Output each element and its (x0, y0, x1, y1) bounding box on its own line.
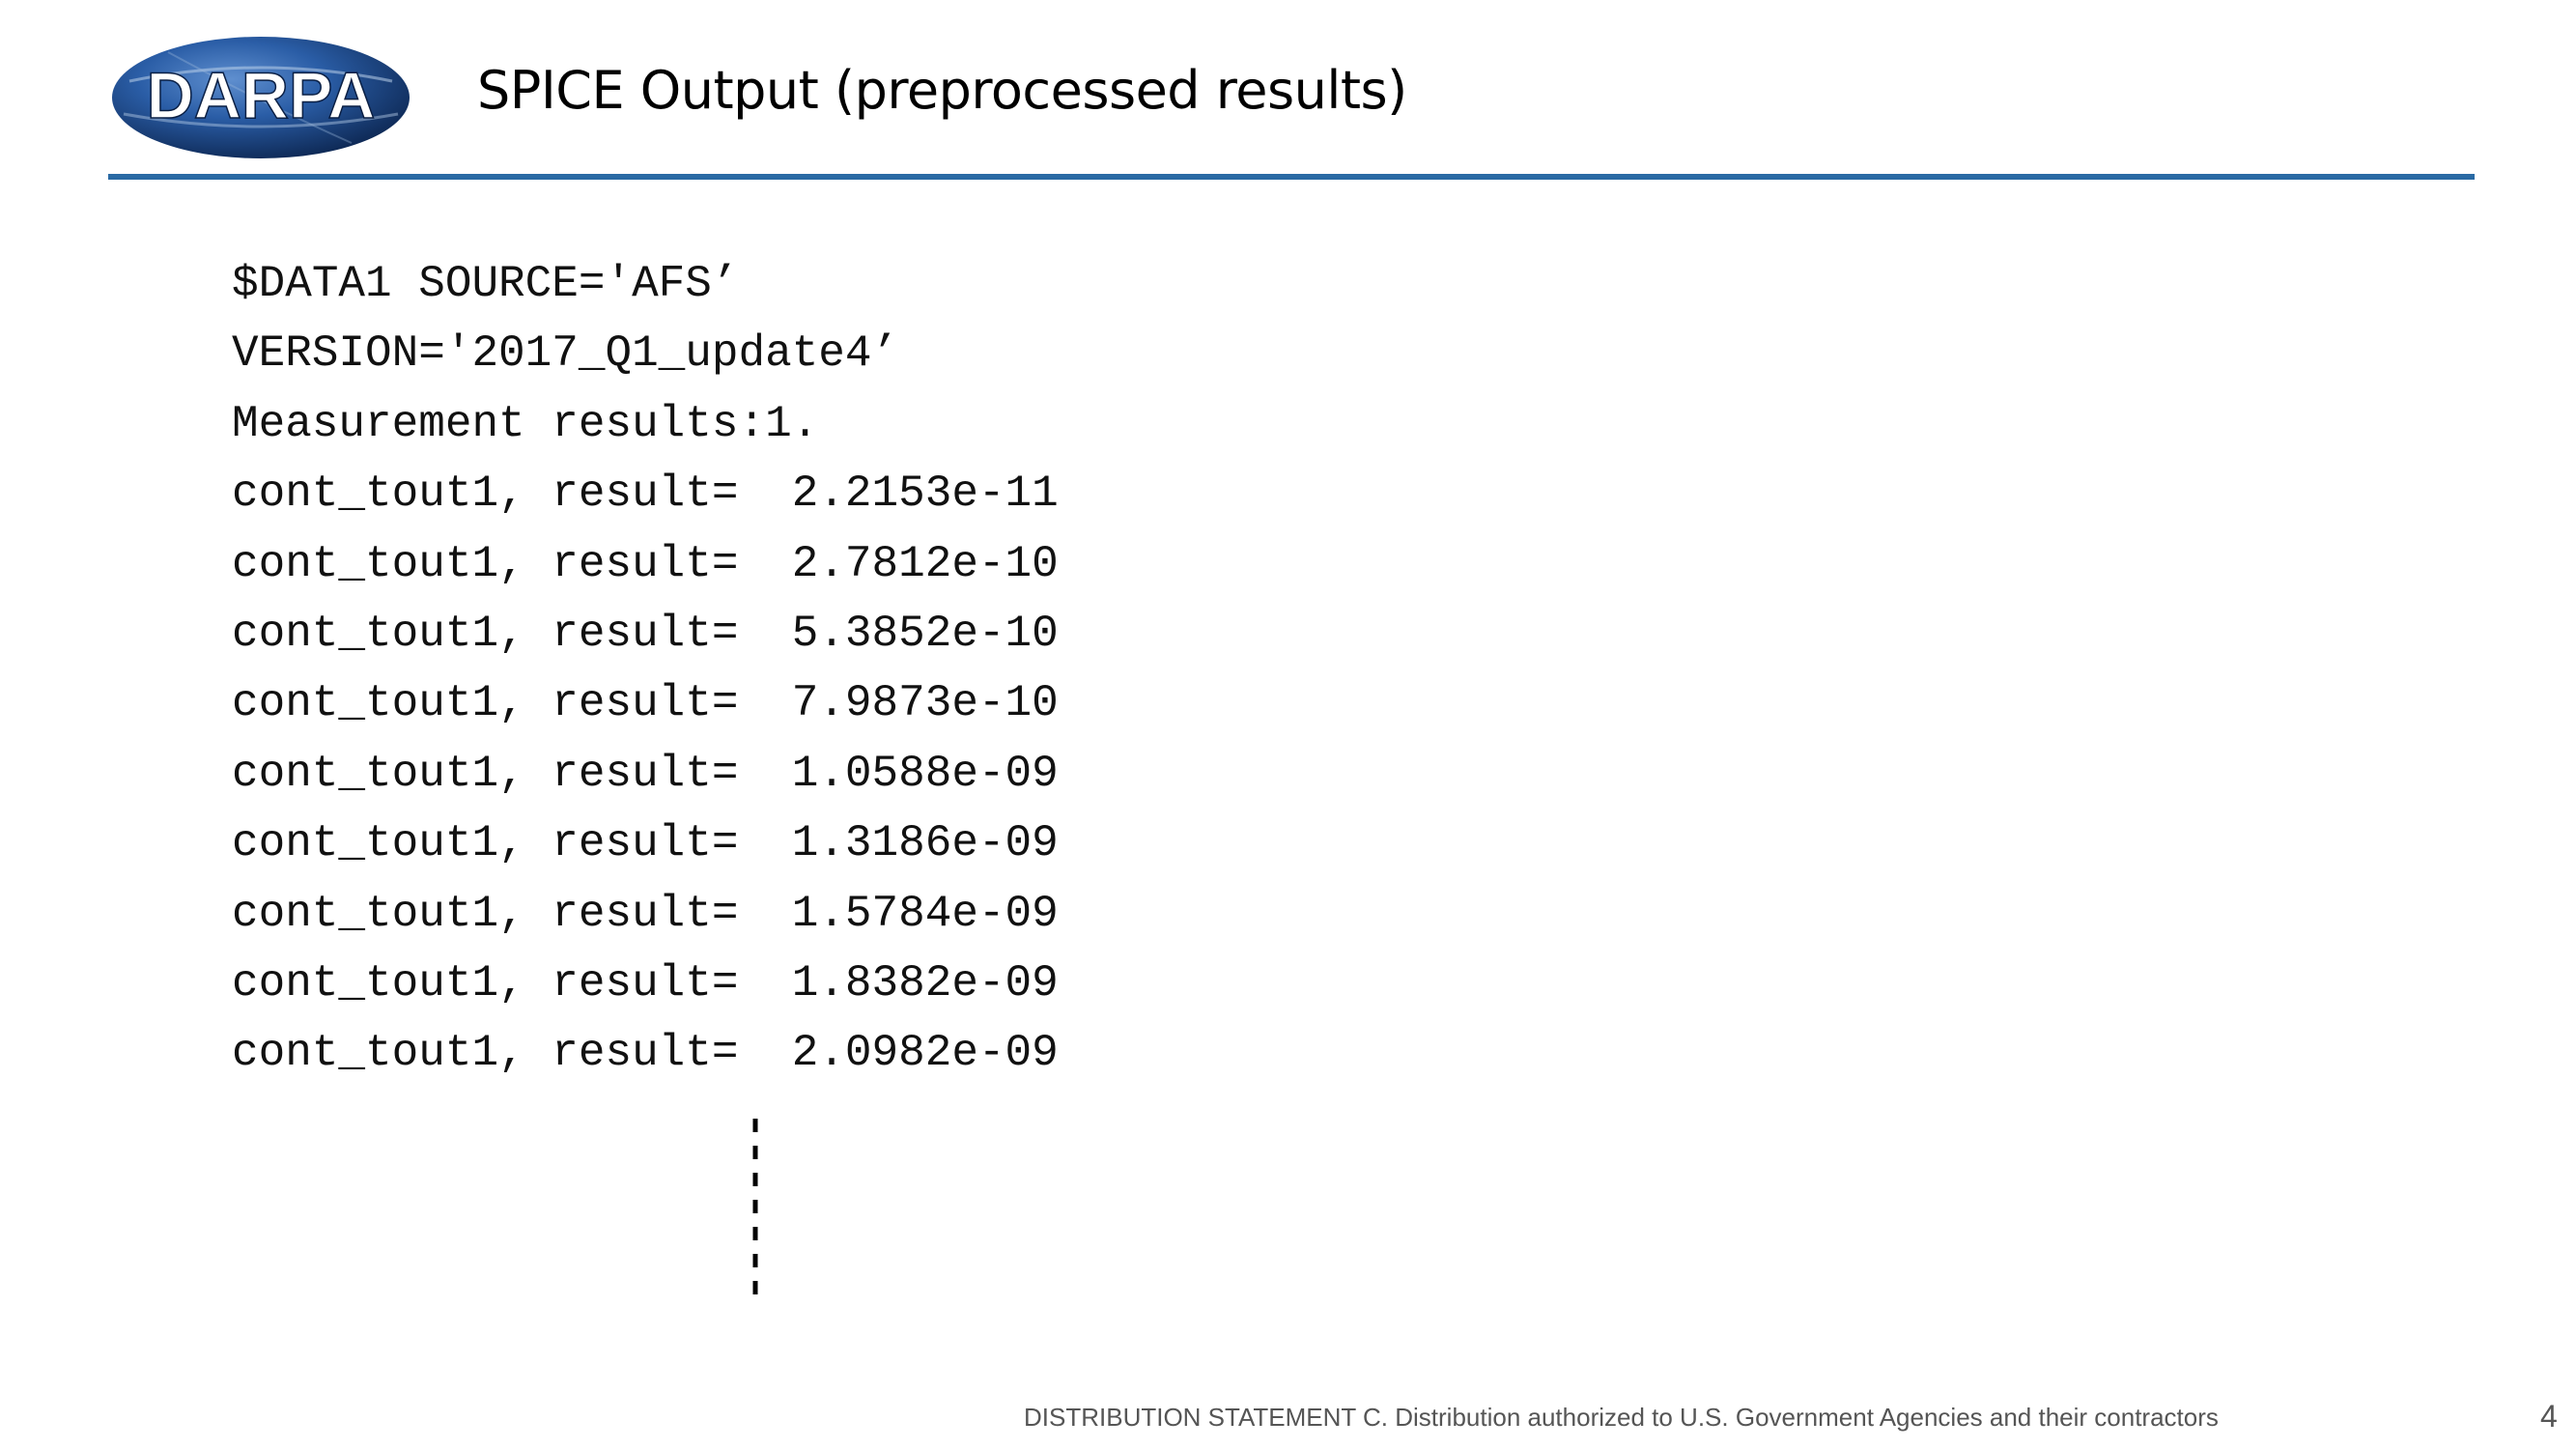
output-line: cont_tout1, result= 7.9873e-10 (232, 678, 1059, 729)
logo-text: DARPA (147, 59, 376, 132)
output-line: Measurement results:1. (232, 398, 819, 449)
page-number: 4 (2540, 1399, 2558, 1434)
output-line: cont_tout1, result= 2.7812e-10 (232, 538, 1059, 589)
output-line: cont_tout1, result= 5.3852e-10 (232, 608, 1059, 659)
output-line: cont_tout1, result= 1.0588e-09 (232, 748, 1059, 799)
output-line: cont_tout1, result= 2.2153e-11 (232, 469, 1059, 520)
continuation-dashed-line (752, 1119, 758, 1302)
spice-output-listing: $DATA1 SOURCE='AFS’ VERSION='2017_Q1_upda… (232, 249, 1059, 1089)
output-line: VERSION='2017_Q1_update4’ (232, 328, 899, 380)
title-divider (108, 174, 2475, 180)
distribution-statement: DISTRIBUTION STATEMENT C. Distribution a… (1024, 1403, 2219, 1432)
darpa-logo: DARPA (110, 35, 411, 160)
page-title: SPICE Output (preprocessed results) (477, 60, 1407, 121)
output-line: $DATA1 SOURCE='AFS’ (232, 259, 739, 309)
output-line: cont_tout1, result= 2.0982e-09 (232, 1028, 1059, 1079)
output-line: cont_tout1, result= 1.5784e-09 (232, 888, 1059, 939)
output-line: cont_tout1, result= 1.3186e-09 (232, 818, 1059, 869)
output-line: cont_tout1, result= 1.8382e-09 (232, 957, 1059, 1009)
